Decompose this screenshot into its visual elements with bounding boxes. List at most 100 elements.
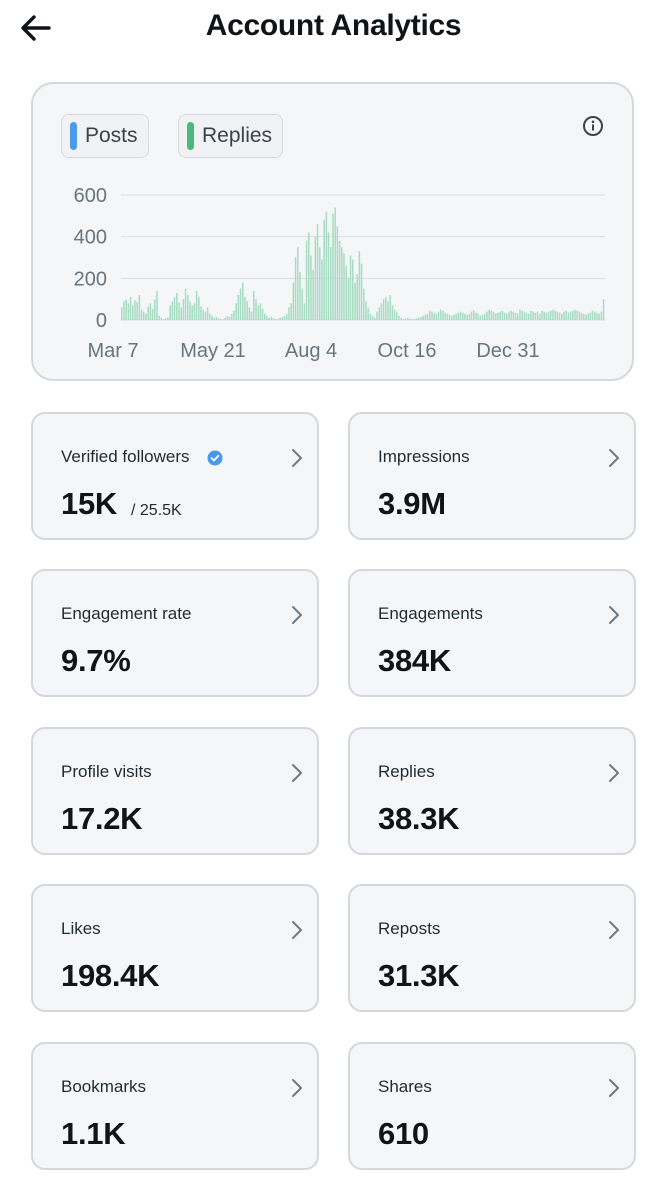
chart-bar <box>257 305 259 320</box>
stat-label: Bookmarks <box>61 1077 147 1096</box>
chart-bar <box>189 301 191 320</box>
chart-bar <box>446 313 449 320</box>
chart-bar <box>173 297 176 320</box>
chart-bar <box>343 253 345 320</box>
chart-bar <box>378 307 380 320</box>
chart-bar <box>334 207 336 320</box>
x-tick-label: Oct 16 <box>378 340 437 362</box>
stat-value: 198.4K <box>61 958 160 993</box>
legend-replies-button[interactable]: Replies <box>178 114 284 158</box>
chart-bar <box>198 297 200 320</box>
chevron-right-icon <box>609 1079 619 1097</box>
chart-bar <box>563 311 565 320</box>
chart-bar <box>426 313 429 320</box>
chart-bar <box>125 299 127 320</box>
chart-bar <box>147 306 149 320</box>
x-tick-label: Aug 4 <box>285 340 337 362</box>
chart-bar <box>583 313 585 320</box>
stat-card-engagements[interactable]: Engagements 384K <box>348 569 636 697</box>
back-arrow-icon[interactable] <box>18 10 54 46</box>
chart-bar <box>123 301 125 320</box>
chart-bar <box>585 314 587 320</box>
stat-value: 610 <box>378 1116 429 1151</box>
chart-bar <box>536 311 539 320</box>
chart-bar <box>534 312 537 320</box>
chart-bar <box>228 316 231 321</box>
legend-posts-button[interactable]: Posts <box>61 114 149 158</box>
chart-bar <box>459 311 462 320</box>
chart-bar <box>176 292 178 320</box>
chevron-right-icon <box>292 764 302 782</box>
legend-replies-label: Replies <box>202 124 273 147</box>
chart-bar <box>451 315 453 320</box>
chart-bar <box>484 313 486 320</box>
stat-label: Verified followers <box>61 447 190 466</box>
chart-bar <box>235 303 237 320</box>
chart-bar <box>422 315 424 320</box>
chart-bar <box>418 317 420 320</box>
chart-bar <box>352 259 354 320</box>
chart-bar <box>462 312 464 320</box>
chart-bar <box>468 313 471 320</box>
chart-bar <box>486 311 488 320</box>
chart-bar <box>409 318 411 320</box>
chart-bar <box>261 308 264 320</box>
info-icon[interactable] <box>582 115 604 137</box>
chart-bar <box>316 224 319 320</box>
chart-bar <box>266 315 268 320</box>
stat-card-likes[interactable]: Likes 198.4K <box>31 884 319 1012</box>
chart-bar <box>543 311 545 320</box>
chart-bar <box>578 311 581 320</box>
chart-bar <box>523 311 526 320</box>
chart-bar <box>253 290 255 320</box>
chart-card: Posts Replies 0 200 400 600 Mar 7 May 21 Aug 4… <box>31 82 634 381</box>
page-title: Account Analytics <box>205 9 462 42</box>
stat-label: Reposts <box>378 919 441 938</box>
stat-card-engagement-rate[interactable]: Engagement rate 9.7% <box>31 569 319 697</box>
chart-bar <box>283 315 286 320</box>
stat-card-impressions[interactable]: Impressions 3.9M <box>348 412 636 540</box>
chart-bar <box>250 311 253 320</box>
chart-bar <box>246 301 248 320</box>
y-tick-label: 200 <box>74 268 107 290</box>
chart-bar <box>380 303 383 320</box>
stat-card-replies[interactable]: Replies 38.3K <box>348 727 636 855</box>
stat-card-reposts[interactable]: Reposts 31.3K <box>348 884 636 1012</box>
chart-bar <box>319 247 321 320</box>
chart-bar <box>341 247 343 320</box>
chart-bar <box>492 311 495 320</box>
stat-value: 9.7% <box>61 643 131 678</box>
chart-bar <box>136 302 138 320</box>
chart-bar <box>576 310 578 321</box>
chart-bar <box>382 299 385 320</box>
stat-card-profile-visits[interactable]: Profile visits 17.2K <box>31 727 319 855</box>
chart-bar <box>215 316 218 321</box>
chart-bar <box>360 263 363 320</box>
stat-card-shares[interactable]: Shares 610 <box>348 1042 636 1170</box>
chart-bar <box>457 312 460 320</box>
chart-bar <box>503 312 506 320</box>
chart-bar <box>433 312 435 320</box>
chart-bar <box>226 315 229 320</box>
chart-bar <box>297 247 299 320</box>
chart-bar <box>407 317 409 320</box>
chart-bar <box>591 310 594 321</box>
chart-bar <box>552 309 554 320</box>
chart-bar <box>268 317 270 320</box>
stat-card-verified-followers[interactable]: Verified followers 15K / 25.5K <box>31 412 319 540</box>
y-tick-label: 0 <box>96 310 107 332</box>
chart-bar <box>506 313 508 320</box>
chart-bar <box>345 265 347 320</box>
chart-bar <box>312 270 314 320</box>
chart-bar <box>149 303 152 320</box>
chart-bar <box>156 290 158 320</box>
chart-bar <box>165 318 167 320</box>
chart-bar <box>567 312 570 320</box>
chart-bar <box>569 311 572 320</box>
chart-bar <box>301 288 303 320</box>
stat-label: Profile visits <box>61 762 152 781</box>
stat-sub-value: / 25.5K <box>131 502 182 519</box>
chart-bar <box>448 314 451 320</box>
chart-bar <box>501 310 504 321</box>
stat-card-bookmarks[interactable]: Bookmarks 1.1K <box>31 1042 319 1170</box>
